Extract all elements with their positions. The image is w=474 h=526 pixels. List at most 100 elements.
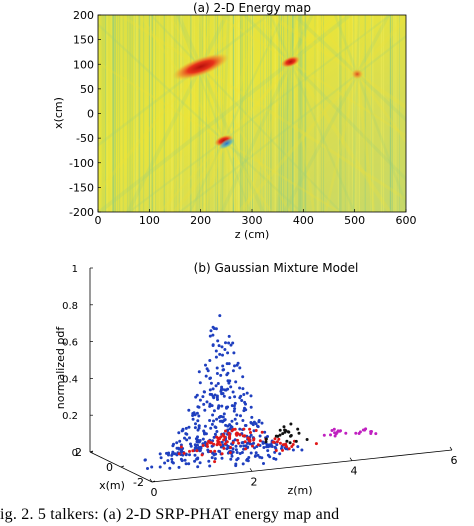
gmm-point xyxy=(171,450,175,454)
gmm-point xyxy=(300,448,304,452)
gmm-point xyxy=(211,413,215,417)
heatmap-peaks xyxy=(172,53,364,150)
gmm-point xyxy=(234,448,238,452)
gmm-point xyxy=(226,387,230,391)
gmm-point xyxy=(229,446,233,449)
panel-b-zlabel: normalized pdf xyxy=(54,326,67,410)
gmm-point xyxy=(158,452,162,456)
energy-peak xyxy=(280,55,301,68)
gmm-point xyxy=(233,407,237,411)
panel-b-ylabel: x(m) xyxy=(99,479,125,492)
gmm-point xyxy=(200,453,204,457)
gmm-point xyxy=(273,437,277,441)
gmm-point xyxy=(187,462,191,466)
gmm-point xyxy=(217,344,221,348)
gmm-point xyxy=(212,419,215,423)
gmm-point xyxy=(217,440,221,444)
gmm-point xyxy=(232,404,236,408)
gmm-point xyxy=(204,363,207,367)
gmm-point xyxy=(210,393,214,396)
gmm-point xyxy=(262,446,266,449)
gmm-point xyxy=(214,384,218,388)
x-tick-label: 600 xyxy=(396,214,417,227)
gmm-point xyxy=(220,385,224,389)
gmm-point xyxy=(208,402,212,406)
gmm-point xyxy=(222,419,226,422)
gmm-point xyxy=(208,334,212,338)
gmm-point xyxy=(208,388,212,392)
energy-heatmap xyxy=(98,15,406,212)
gmm-point xyxy=(218,443,222,447)
gmm-point xyxy=(291,448,295,452)
gmm-point xyxy=(211,387,215,391)
gmm-point xyxy=(254,429,258,432)
gmm-point xyxy=(276,434,280,438)
z-tick-mark xyxy=(249,468,253,472)
gmm-point xyxy=(168,466,172,470)
x-tick-label: 400 xyxy=(293,214,314,227)
gmm-point xyxy=(194,395,198,399)
gmm-point xyxy=(239,414,242,418)
gmm-point xyxy=(247,438,251,442)
gmm-point xyxy=(233,417,237,421)
gmm-point xyxy=(241,419,245,422)
gmm-point xyxy=(249,451,253,455)
gmm-point xyxy=(244,447,248,451)
gmm-point xyxy=(297,431,301,435)
gmm-point xyxy=(332,427,336,431)
gmm-point xyxy=(240,399,244,402)
gmm-point xyxy=(197,424,201,428)
gmm-point xyxy=(253,446,256,450)
x-tick-label: 0 xyxy=(106,461,113,474)
gmm-point xyxy=(222,446,226,450)
gmm-point xyxy=(198,461,202,465)
gmm-point xyxy=(208,377,212,380)
gmm-point xyxy=(219,445,223,449)
gmm-point xyxy=(209,449,213,453)
y-tick-label: 150 xyxy=(73,34,94,47)
gmm-point xyxy=(344,431,348,435)
gmm-point xyxy=(282,425,286,429)
gmm-point xyxy=(214,327,218,331)
gmm-point xyxy=(191,417,195,421)
gmm-point xyxy=(278,433,282,437)
x-tick-label: 500 xyxy=(344,214,365,227)
gmm-axes xyxy=(89,268,453,483)
gmm-point xyxy=(249,394,253,398)
gmm-point xyxy=(234,380,238,384)
gmm-point xyxy=(150,465,154,469)
gmm-point xyxy=(195,411,199,415)
gmm-point xyxy=(239,444,243,448)
gmm-point xyxy=(238,433,242,437)
gmm-point xyxy=(202,402,206,406)
x-tick-label: 0 xyxy=(95,214,102,227)
gmm-point xyxy=(184,453,188,457)
gmm-point xyxy=(191,449,195,453)
gmm-point xyxy=(210,444,214,448)
z-tick-label: 0 xyxy=(151,486,158,499)
gmm-point xyxy=(191,414,195,417)
gmm-point xyxy=(216,442,220,446)
gmm-point xyxy=(215,366,219,370)
gmm-point xyxy=(229,457,233,461)
pdf-tick-label: 0 xyxy=(72,448,78,459)
gmm-point xyxy=(230,419,234,423)
gmm-point xyxy=(257,420,261,424)
x-tick-label: 200 xyxy=(190,214,211,227)
gmm-point xyxy=(170,457,174,461)
gmm-point xyxy=(275,440,279,444)
gmm-point xyxy=(175,446,179,450)
gmm-point xyxy=(235,422,239,426)
gmm-point xyxy=(268,443,271,447)
gmm-point xyxy=(358,430,362,434)
gmm-point xyxy=(196,457,200,461)
gmm-point xyxy=(221,353,224,357)
gmm-point xyxy=(234,462,238,466)
gmm-point xyxy=(170,460,174,464)
gmm-point xyxy=(202,390,206,394)
z-tick-mark xyxy=(149,478,153,483)
gmm-point xyxy=(212,442,216,446)
gmm-point xyxy=(252,429,256,433)
gmm-point xyxy=(207,459,211,463)
